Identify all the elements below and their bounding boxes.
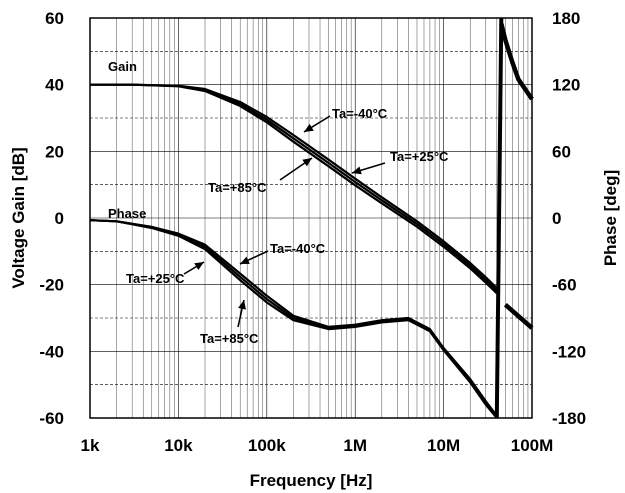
y-tick-label: -40: [39, 342, 64, 361]
phase-series-label: Phase: [108, 206, 146, 221]
phase-annotation-p85: Ta=+85°C: [200, 331, 259, 346]
y-tick-label: 0: [55, 209, 64, 228]
y-tick-label: 40: [45, 76, 64, 95]
gain-annotation-p85: Ta=+85°C: [208, 180, 267, 195]
arrow-head: [194, 262, 204, 271]
x-tick-label: 1k: [81, 436, 100, 455]
y-tick-label: 60: [45, 9, 64, 28]
y-tick-label: -20: [39, 276, 64, 295]
series-layer: [89, 17, 534, 419]
x-tick-label: 10k: [164, 436, 193, 455]
phase-annotation-p25: Ta=+25°C: [126, 271, 185, 286]
y2-axis-title: Phase [deg]: [601, 170, 620, 266]
arrow-head: [352, 166, 362, 175]
y-tick-label: -60: [39, 409, 64, 428]
phase-wrap-curve: [499, 23, 534, 101]
y-axis-title: Voltage Gain [dB]: [9, 147, 28, 288]
x-tick-label: 10M: [427, 436, 460, 455]
y2-tick-label: -180: [552, 409, 586, 428]
gain-curve: [90, 83, 498, 295]
phase-wrap-jump: [494, 17, 504, 419]
y2-tick-label: -60: [552, 276, 577, 295]
tick-labels: 1k 10k 100k 1M 10M 100M -60 -40 -20 0 20 40 60 -180 -1…: [39, 9, 586, 455]
phase-curve: [89, 219, 498, 419]
gain-tail-curve: [503, 303, 534, 330]
gain-annotation-m40: Ta=-40°C: [332, 106, 388, 121]
x-tick-label: 100M: [511, 436, 554, 455]
gain-series-label: Gain: [108, 59, 137, 74]
y2-tick-label: 0: [552, 209, 561, 228]
grid: [89, 17, 533, 419]
y2-tick-label: 180: [552, 9, 580, 28]
gain-annotation-p25: Ta=+25°C: [390, 149, 449, 164]
y2-tick-label: -120: [552, 342, 586, 361]
arrow-head: [238, 300, 246, 310]
x-tick-label: 100k: [248, 436, 286, 455]
x-axis-title: Frequency [Hz]: [250, 471, 373, 490]
arrow-head: [302, 158, 312, 167]
x-tick-label: 1M: [343, 436, 367, 455]
y-tick-label: 20: [45, 142, 64, 161]
annotation-arrows: [183, 115, 386, 328]
phase-annotation-m40: Ta=-40°C: [270, 241, 326, 256]
arrow-head: [240, 256, 250, 264]
plot-frame: [89, 17, 533, 419]
y2-tick-label: 120: [552, 76, 580, 95]
y2-tick-label: 60: [552, 142, 571, 161]
arrow-head: [304, 123, 314, 132]
